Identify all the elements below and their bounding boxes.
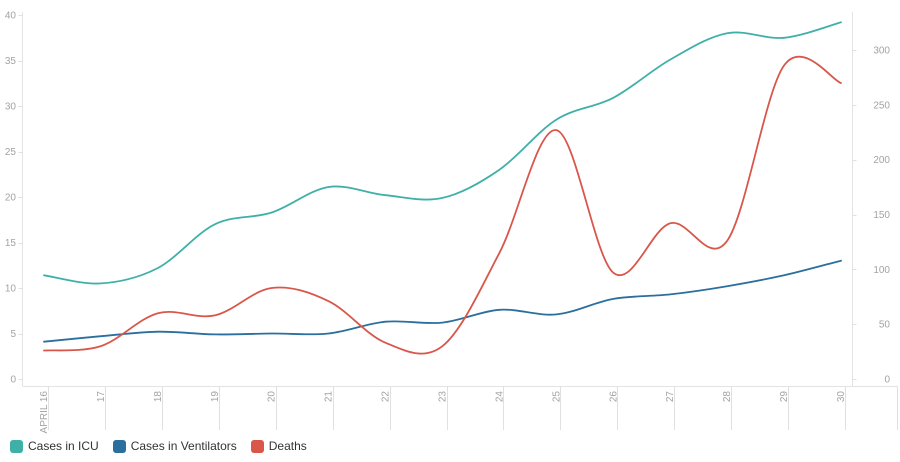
axis-tick-label: 29 [779, 391, 790, 403]
axis-tick-label: 23 [438, 391, 449, 403]
axis-tick-label: 26 [608, 391, 619, 403]
axis-tick-label: 200 [873, 155, 890, 166]
axis-tick-label: 19 [210, 391, 221, 403]
legend-label: Cases in ICU [28, 439, 99, 453]
legend-chip-icon [112, 439, 126, 453]
axis-tick-label: 30 [836, 391, 847, 403]
axis-tick-label: 50 [879, 320, 891, 331]
axis-tick-label: 25 [551, 391, 562, 403]
series-line-cases-in-ventilators [43, 259, 842, 343]
legend: Cases in ICU Cases in Ventilators Deaths [10, 438, 307, 454]
line-chart-canvas: 0 5 10 15 20 25 30 35 40 0 50 100 150 200 250 300 APRIL … [5, 11, 898, 434]
legend-item-cases-in-icu[interactable]: Cases in ICU [10, 438, 99, 454]
axis-tick-label: 35 [5, 56, 17, 67]
axis-tick-label: 27 [665, 391, 676, 403]
legend-item-deaths[interactable]: Deaths [250, 438, 307, 454]
axis-tick-label: APRIL 16 [39, 391, 50, 434]
legend-label: Cases in Ventilators [130, 439, 237, 453]
axis-tick-label: 150 [873, 210, 890, 221]
axis-tick-label: 22 [381, 391, 392, 403]
axis-tick-label: 24 [494, 391, 505, 403]
legend-chip-icon [250, 439, 264, 453]
axis-tick-label: 30 [5, 102, 17, 113]
axis-tick-label: 10 [5, 284, 17, 295]
axis-tick-label: 21 [324, 391, 335, 403]
axis-tick-label: 40 [5, 11, 17, 22]
axis-tick-label: 300 [873, 46, 890, 57]
axis-tick-label: 5 [10, 329, 16, 340]
axis-tick-label: 0 [884, 375, 890, 386]
legend-chip-icon [10, 439, 23, 453]
axis-tick-label: 250 [873, 100, 890, 111]
axis-tick-label: 15 [5, 238, 17, 249]
axis-tick-label: 18 [153, 391, 164, 403]
axis-tick-label: 100 [873, 265, 890, 276]
axis-tick-label: 20 [5, 193, 17, 204]
axis-tick-label: 28 [722, 391, 733, 403]
axis-tick-label: 17 [96, 391, 107, 403]
axis-tick-label: 20 [267, 391, 278, 403]
axis-tick-label: 25 [5, 147, 17, 158]
axis-tick-label: 0 [10, 375, 16, 386]
series-line-cases-in-icu [43, 21, 842, 285]
legend-item-cases-in-ventilators[interactable]: Cases in Ventilators [112, 438, 237, 454]
legend-label: Deaths [268, 439, 307, 453]
series-line-deaths [43, 55, 842, 355]
